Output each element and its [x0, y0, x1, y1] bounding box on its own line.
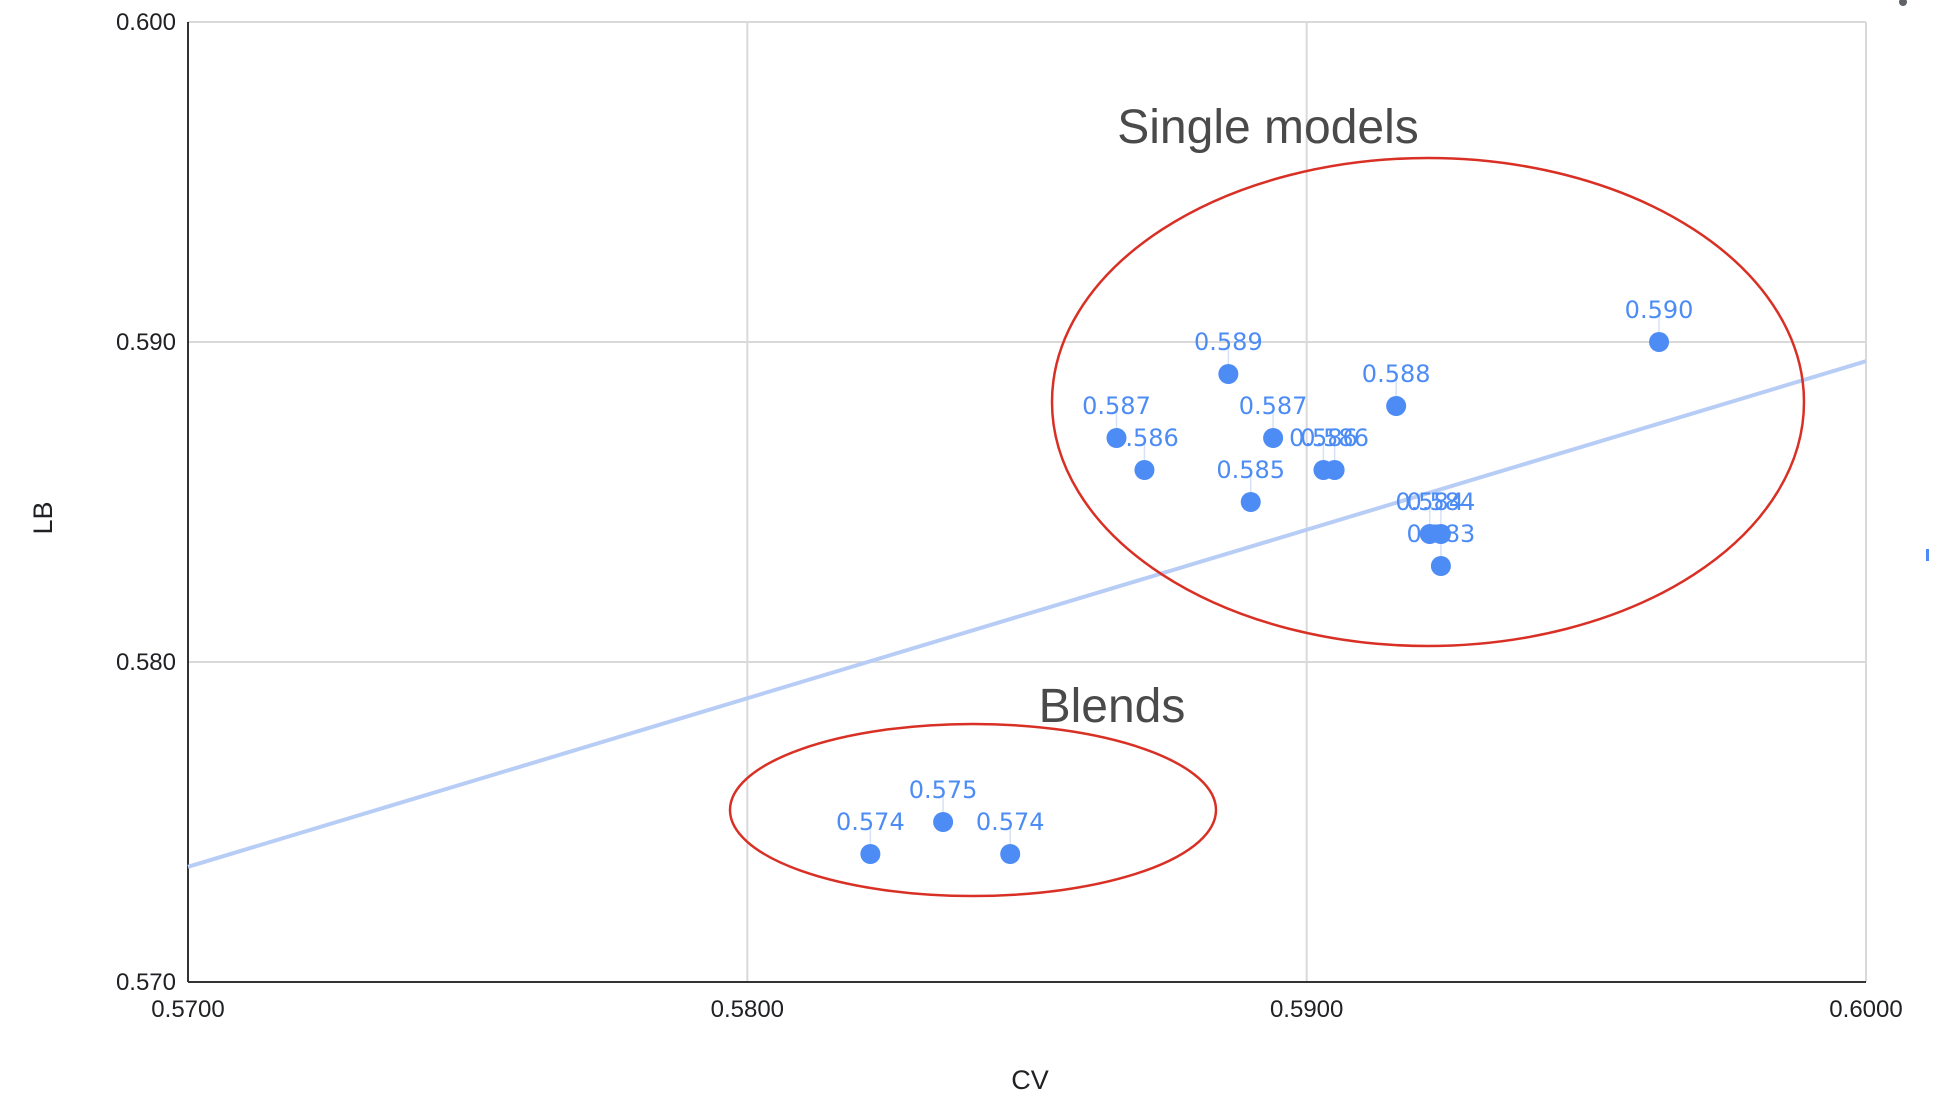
y-tick-label: 0.590 [116, 329, 176, 356]
edge-mark [1926, 549, 1929, 561]
x-tick-label: 0.6000 [1829, 996, 1902, 1023]
data-point [860, 844, 881, 864]
data-point [1218, 364, 1239, 384]
tick-labels: 0.5700 0.5800 0.5900 0.6000 0.570 0.580 0.590 0… [116, 9, 1903, 1023]
trendline-group [187, 359, 1867, 869]
annotations: Single models Blends [728, 101, 1806, 898]
data-label: 0.583 [1407, 520, 1476, 548]
data-label: 0.588 [1362, 360, 1431, 388]
x-tick-label: 0.5700 [151, 996, 224, 1023]
single-models-label: Single models [1117, 101, 1419, 154]
blends-ellipse [728, 722, 1218, 898]
data-label: 0.584 [1395, 488, 1464, 516]
data-label: 0.586 [1110, 424, 1179, 452]
data-label: 0.585 [1216, 456, 1285, 484]
y-tick-label: 0.570 [116, 969, 176, 996]
data-point [1263, 428, 1284, 448]
data-label: 0.587 [1082, 392, 1151, 420]
data-label: 0.584 [1407, 488, 1476, 516]
data-label: 0.574 [976, 808, 1045, 836]
data-point [1134, 460, 1155, 480]
data-label: 0.586 [1289, 424, 1358, 452]
data-point [933, 812, 954, 832]
data-label: 0.589 [1194, 328, 1263, 356]
data-point [1649, 332, 1670, 352]
trendline [187, 359, 1867, 869]
x-axis-title: CV [1011, 1065, 1049, 1095]
data-point [1324, 460, 1345, 480]
single-models-ellipse [1050, 156, 1806, 648]
data-points [860, 332, 1670, 864]
axes [187, 22, 1866, 983]
y-axis-title: LB [28, 501, 58, 534]
data-point [1000, 844, 1021, 864]
data-point [1240, 492, 1261, 512]
x-tick-label: 0.5800 [711, 996, 784, 1023]
data-label: 0.575 [909, 776, 978, 804]
data-label: 0.587 [1239, 392, 1308, 420]
y-tick-label: 0.600 [116, 9, 176, 36]
x-tick-label: 0.5900 [1270, 996, 1343, 1023]
y-tick-label: 0.580 [116, 649, 176, 676]
data-label: 0.586 [1300, 424, 1369, 452]
data-label: 0.574 [836, 808, 905, 836]
data-point [1386, 396, 1407, 416]
blends-label: Blends [1039, 680, 1186, 733]
data-point [1430, 556, 1451, 576]
gridlines [187, 21, 1867, 983]
edge-mark [1899, 0, 1907, 6]
data-label: 0.590 [1625, 296, 1694, 324]
data-point [1106, 428, 1127, 448]
data-labels: 0.5740.5750.5740.5870.5860.5890.5850.587… [836, 296, 1693, 836]
data-point [1430, 524, 1451, 544]
